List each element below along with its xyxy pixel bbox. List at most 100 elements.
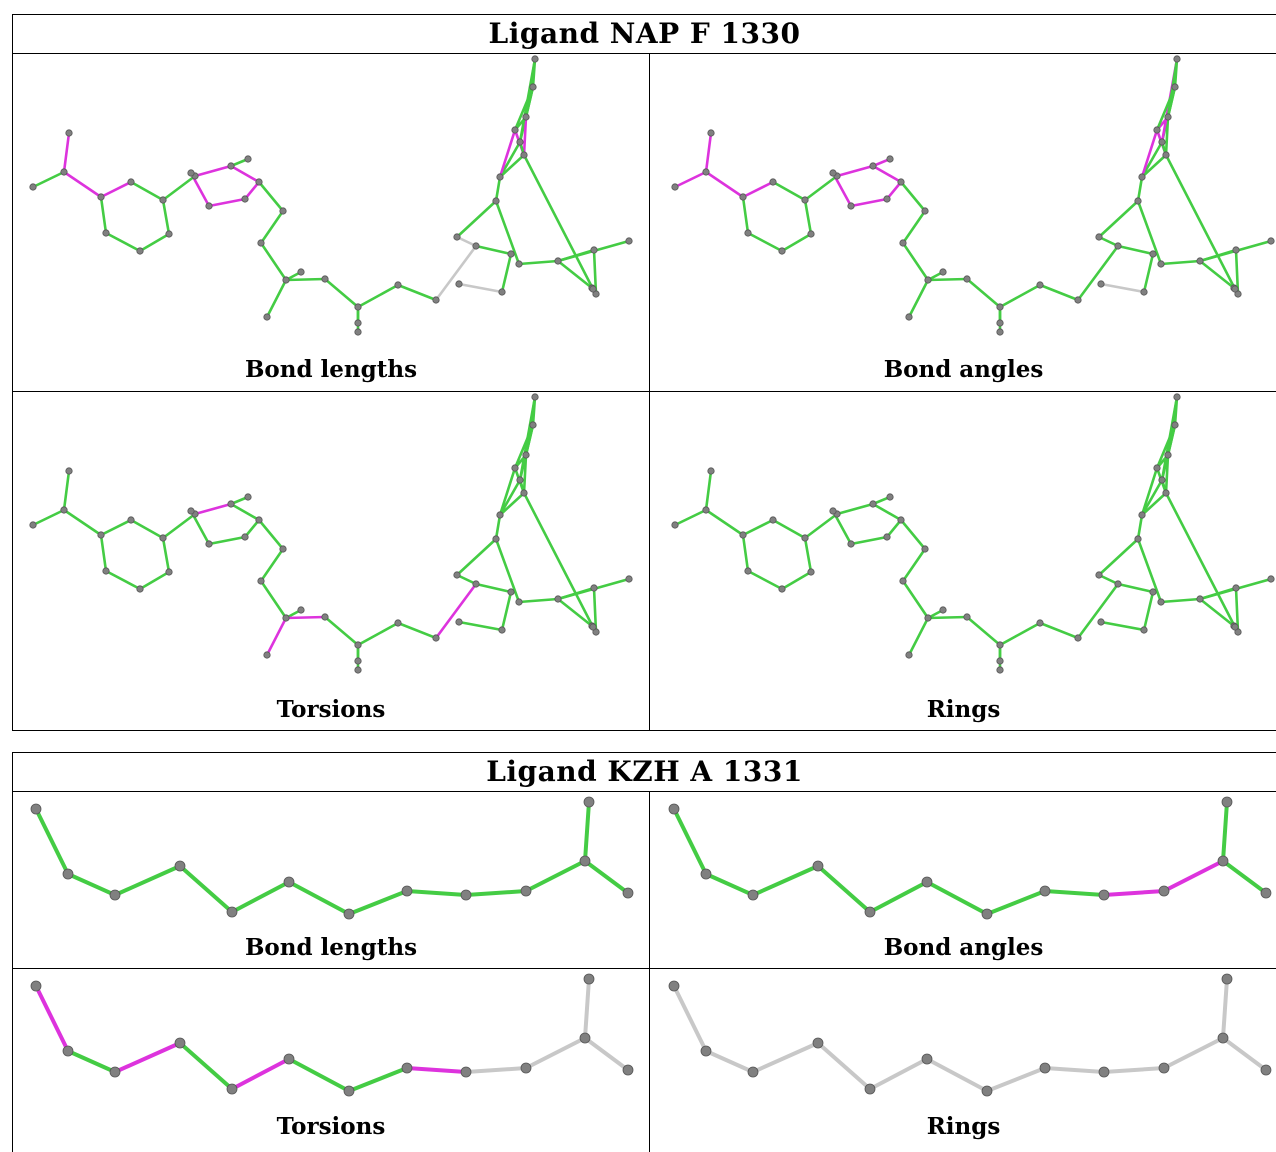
bond bbox=[138, 232, 171, 253]
atom bbox=[60, 168, 68, 176]
bond bbox=[673, 170, 708, 189]
bond bbox=[161, 536, 171, 574]
bond bbox=[1221, 1036, 1268, 1072]
bond bbox=[1136, 537, 1163, 604]
divider bbox=[13, 391, 1276, 392]
atom bbox=[60, 506, 68, 514]
atom bbox=[279, 207, 287, 215]
molecule-view bbox=[30, 973, 634, 1097]
bond bbox=[583, 977, 591, 1040]
atom bbox=[507, 588, 515, 596]
atom bbox=[1097, 280, 1105, 288]
bond bbox=[66, 872, 117, 897]
atom bbox=[1232, 584, 1240, 592]
bond bbox=[803, 536, 813, 574]
bond bbox=[257, 180, 285, 213]
atom bbox=[883, 533, 891, 541]
bond bbox=[356, 621, 400, 647]
bond bbox=[405, 1066, 468, 1074]
bond bbox=[1140, 491, 1168, 517]
divider bbox=[13, 53, 1276, 54]
bond bbox=[522, 153, 595, 291]
bond bbox=[985, 889, 1047, 916]
atom bbox=[343, 908, 355, 920]
bond bbox=[464, 889, 528, 897]
atom bbox=[455, 280, 463, 288]
bond bbox=[835, 502, 875, 516]
bond bbox=[500, 590, 513, 632]
panel-label: Rings bbox=[926, 696, 1001, 723]
atom bbox=[869, 500, 877, 508]
bond bbox=[62, 131, 71, 174]
atom bbox=[520, 885, 532, 897]
atom bbox=[1036, 281, 1044, 289]
atom bbox=[174, 860, 186, 872]
atom bbox=[899, 577, 907, 585]
atom bbox=[283, 1053, 295, 1065]
atom bbox=[263, 313, 271, 321]
bond bbox=[1099, 620, 1146, 632]
bond bbox=[741, 180, 775, 199]
atom bbox=[492, 535, 500, 543]
atom bbox=[394, 619, 402, 627]
atom bbox=[1140, 626, 1148, 634]
bond bbox=[434, 244, 478, 302]
atom bbox=[511, 464, 519, 472]
bond bbox=[517, 597, 560, 604]
bond bbox=[138, 570, 171, 591]
divider bbox=[13, 968, 1276, 969]
molecule-view bbox=[30, 796, 634, 920]
atom bbox=[1267, 237, 1275, 245]
bond bbox=[104, 569, 142, 591]
atom bbox=[589, 285, 597, 293]
panel-rings: Rings bbox=[650, 392, 1276, 731]
bond bbox=[500, 252, 513, 294]
bond bbox=[1038, 621, 1080, 640]
bond bbox=[1142, 252, 1155, 294]
atom bbox=[65, 467, 73, 475]
bond bbox=[1221, 800, 1229, 863]
bond bbox=[835, 164, 875, 178]
panel-label: Bond angles bbox=[883, 356, 1044, 383]
bond bbox=[899, 180, 927, 213]
atom bbox=[1098, 889, 1110, 901]
atom bbox=[159, 196, 167, 204]
bond bbox=[672, 984, 708, 1053]
atom bbox=[136, 585, 144, 593]
molecule-view bbox=[29, 55, 633, 336]
bond bbox=[522, 491, 595, 629]
atom bbox=[136, 247, 144, 255]
atom bbox=[321, 613, 329, 621]
atom bbox=[769, 178, 777, 186]
bond bbox=[494, 199, 521, 266]
atom bbox=[1196, 595, 1204, 603]
atom bbox=[1158, 138, 1166, 146]
bond bbox=[926, 615, 969, 620]
atom bbox=[520, 151, 528, 159]
atom bbox=[257, 239, 265, 247]
bond bbox=[868, 1057, 929, 1091]
atom bbox=[622, 1064, 634, 1076]
bond bbox=[746, 569, 784, 591]
bond bbox=[704, 872, 755, 897]
atom bbox=[507, 250, 515, 258]
bond bbox=[1140, 466, 1159, 517]
panel-label: Torsions bbox=[276, 696, 386, 723]
atom bbox=[668, 803, 680, 815]
bond bbox=[907, 278, 930, 319]
atom bbox=[921, 545, 929, 553]
bond bbox=[998, 621, 1042, 647]
atom bbox=[354, 666, 362, 674]
bond bbox=[1198, 259, 1236, 290]
bond bbox=[455, 537, 498, 577]
bond bbox=[34, 984, 70, 1053]
atom bbox=[282, 276, 290, 284]
bond bbox=[522, 453, 528, 495]
atom bbox=[354, 641, 362, 649]
bond bbox=[885, 518, 903, 539]
atom bbox=[97, 531, 105, 539]
bond bbox=[498, 128, 517, 179]
bond bbox=[704, 131, 713, 174]
atom bbox=[1217, 1032, 1229, 1044]
atom bbox=[1158, 476, 1166, 484]
